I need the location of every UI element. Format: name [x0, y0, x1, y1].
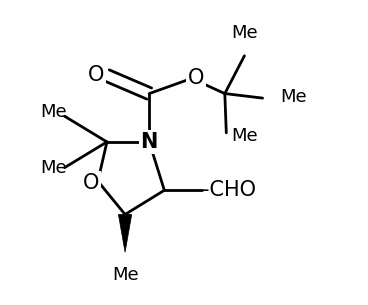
Text: O: O: [188, 68, 204, 88]
Text: Me: Me: [231, 24, 258, 42]
Text: Me: Me: [41, 103, 67, 121]
Polygon shape: [118, 214, 132, 252]
Text: Me: Me: [41, 159, 67, 177]
Text: Me: Me: [281, 88, 307, 106]
Text: N: N: [141, 132, 158, 152]
Text: Me: Me: [112, 266, 138, 284]
Text: O: O: [88, 66, 105, 85]
Text: -CHO: -CHO: [202, 180, 256, 200]
Text: Me: Me: [231, 127, 258, 145]
Text: O: O: [83, 173, 99, 193]
